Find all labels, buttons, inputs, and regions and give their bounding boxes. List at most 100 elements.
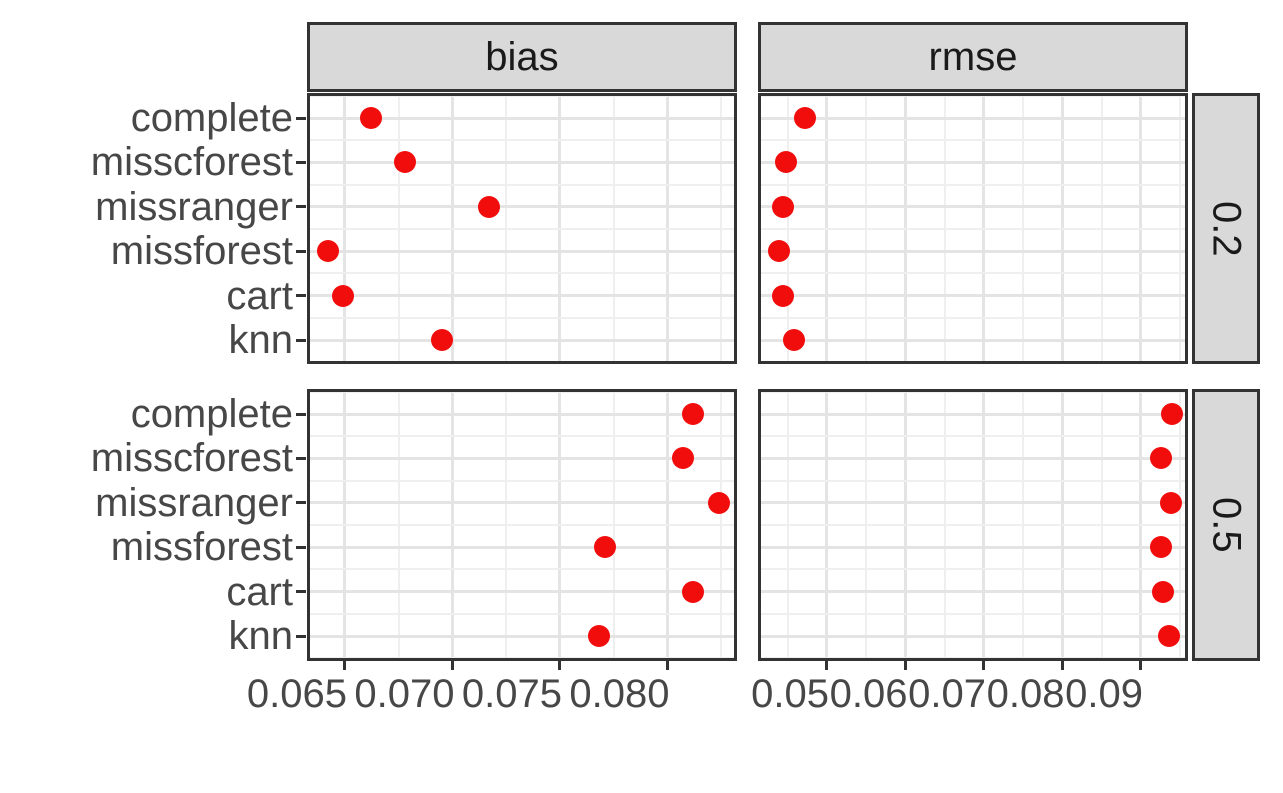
y-tick-label-misscforest: misscforest — [90, 436, 293, 481]
gridline-minor — [758, 139, 1188, 142]
gridline-minor — [758, 435, 1188, 438]
data-point-cart — [682, 580, 705, 603]
y-tick-missforest — [296, 249, 306, 253]
gridline-minor — [758, 272, 1188, 275]
gridline-minor — [758, 183, 1188, 186]
x-tick-label-bias: 0.070 — [354, 672, 455, 716]
facet-col-strip-bias: bias — [307, 22, 737, 92]
facet-row-label-0.2: 0.2 — [1204, 200, 1249, 257]
data-point-missranger — [772, 195, 795, 218]
gridline-major — [758, 294, 1188, 298]
panel-rmse-0.2 — [758, 93, 1188, 364]
y-tick-label-missforest: missforest — [110, 525, 293, 570]
gridline-minor — [307, 272, 737, 275]
x-tick-bias — [558, 661, 562, 670]
gridline-minor — [758, 612, 1188, 615]
gridline-major — [307, 590, 737, 594]
x-tick-label-bias: 0.075 — [461, 672, 562, 716]
y-tick-label-missforest: missforest — [110, 229, 293, 274]
gridline-major — [758, 249, 1188, 253]
gridline-major — [307, 545, 737, 549]
y-tick-complete — [296, 116, 306, 120]
y-tick-cart — [296, 294, 306, 298]
data-point-knn — [430, 329, 453, 351]
y-tick-cart — [296, 590, 306, 594]
gridline-minor — [758, 568, 1188, 571]
x-tick-bias — [343, 661, 347, 670]
data-point-misscforest — [394, 151, 417, 174]
gridline-major — [758, 338, 1188, 342]
gridline-minor — [758, 657, 1188, 660]
gridline-major — [307, 294, 737, 298]
data-point-missforest — [1150, 536, 1173, 559]
gridline-minor — [307, 435, 737, 438]
y-tick-missranger — [296, 205, 306, 209]
x-tick-label-rmse: 0.07 — [908, 672, 986, 716]
facet-row-strip-0.5: 0.5 — [1192, 389, 1260, 661]
data-point-missranger — [708, 491, 731, 514]
data-point-complete — [1161, 403, 1184, 425]
gridline-minor — [307, 479, 737, 482]
data-point-knn — [587, 625, 610, 647]
gridline-major — [758, 160, 1188, 164]
gridline-major — [758, 456, 1188, 460]
y-tick-missranger — [296, 501, 306, 505]
panel-bias-0.5 — [307, 389, 737, 661]
gridline-major — [307, 160, 737, 164]
gridline-major — [307, 456, 737, 460]
x-tick-bias — [450, 661, 454, 670]
x-tick-label-rmse: 0.09 — [1065, 672, 1143, 716]
x-tick-label-rmse: 0.05 — [751, 672, 829, 716]
gridline-minor — [307, 361, 737, 364]
y-tick-label-complete: complete — [130, 392, 293, 436]
data-point-cart — [331, 284, 354, 307]
y-tick-misscforest — [296, 456, 306, 460]
x-tick-rmse — [982, 661, 986, 670]
gridline-major — [307, 501, 737, 505]
gridline-minor — [307, 139, 737, 142]
gridline-minor — [758, 524, 1188, 526]
y-tick-knn — [296, 634, 306, 638]
data-point-cart — [1151, 580, 1174, 603]
data-point-missranger — [478, 195, 501, 218]
data-point-misscforest — [671, 447, 694, 470]
gridline-minor — [307, 657, 737, 660]
gridline-major — [758, 205, 1188, 209]
gridline-major — [758, 634, 1188, 638]
panel-rmse-0.5 — [758, 389, 1188, 661]
gridline-minor — [758, 316, 1188, 319]
y-tick-label-cart: cart — [226, 273, 293, 318]
facet-row-strip-0.2: 0.2 — [1192, 93, 1260, 364]
gridline-major — [307, 412, 737, 416]
y-tick-label-cart: cart — [226, 569, 293, 614]
gridline-major — [758, 501, 1188, 505]
gridline-minor — [307, 612, 737, 615]
gridline-major — [758, 590, 1188, 594]
y-tick-label-complete: complete — [130, 96, 293, 140]
facet-col-strip-rmse: rmse — [758, 22, 1188, 92]
gridline-minor — [307, 316, 737, 319]
data-point-knn — [1158, 625, 1181, 647]
gridline-major — [307, 205, 737, 209]
data-point-knn — [783, 329, 806, 351]
data-point-misscforest — [775, 151, 798, 174]
gridline-major — [758, 412, 1188, 416]
data-point-misscforest — [1150, 447, 1173, 470]
panel-bias-0.2 — [307, 93, 737, 364]
x-tick-label-bias: 0.080 — [569, 672, 670, 716]
data-point-missforest — [768, 240, 791, 263]
x-tick-rmse — [825, 661, 829, 670]
gridline-minor — [758, 94, 1188, 97]
data-point-complete — [794, 107, 817, 129]
gridline-minor — [307, 183, 737, 186]
facet-row-label-0.5: 0.5 — [1204, 497, 1249, 553]
x-tick-label-bias: 0.065 — [246, 672, 347, 716]
x-tick-rmse — [903, 661, 907, 670]
x-tick-label-rmse: 0.06 — [829, 672, 908, 716]
gridline-minor — [307, 94, 737, 97]
y-tick-label-misscforest: misscforest — [90, 140, 293, 185]
y-tick-label-missranger: missranger — [95, 480, 293, 525]
x-tick-bias — [665, 661, 669, 670]
y-tick-missforest — [296, 545, 306, 549]
